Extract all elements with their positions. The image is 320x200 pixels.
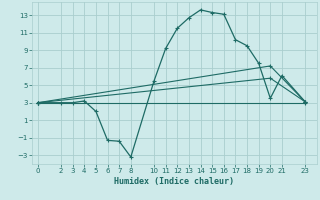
X-axis label: Humidex (Indice chaleur): Humidex (Indice chaleur) <box>115 177 234 186</box>
